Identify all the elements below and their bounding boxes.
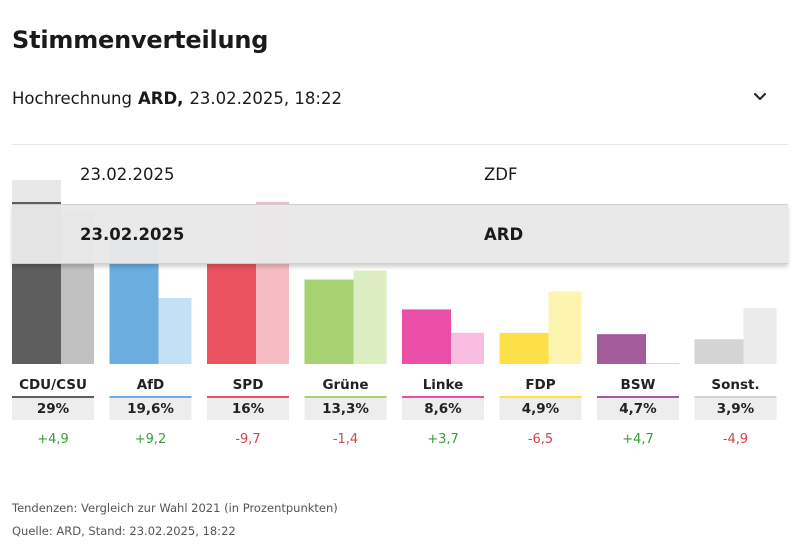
change-label: +9,2 — [135, 432, 167, 447]
vote-share-label: 19,6% — [127, 401, 174, 417]
forecast-selector[interactable]: Hochrechnung ARD, 23.02.2025, 18:22 — [12, 84, 780, 112]
party-label: Sonst. — [711, 377, 759, 393]
current-result-bar — [207, 262, 256, 364]
change-label: -1,4 — [333, 432, 358, 447]
current-result-bar — [402, 309, 451, 364]
current-result-bar — [597, 334, 646, 364]
vote-share-label: 4,7% — [619, 401, 657, 417]
dropdown-item-ard[interactable]: 23.02.2025 ARD — [12, 204, 788, 264]
selector-datetime: 23.02.2025, 18:22 — [189, 88, 342, 108]
value-box-accent — [304, 396, 387, 398]
selector-prefix: Hochrechnung — [12, 88, 132, 108]
value-box-accent — [597, 396, 679, 398]
dropdown-item-source: ZDF — [484, 164, 518, 184]
footer-source: Quelle: ARD, Stand: 23.02.2025, 18:22 — [12, 524, 236, 538]
value-box — [597, 396, 679, 420]
vote-share-label: 13,3% — [322, 401, 369, 417]
divider — [12, 144, 788, 145]
chevron-down-icon[interactable] — [750, 86, 770, 106]
value-box-accent — [109, 396, 192, 398]
party-label: SPD — [233, 377, 264, 393]
dropdown-item-zdf[interactable]: 23.02.2025 ZDF — [12, 146, 788, 202]
previous-result-bar — [158, 297, 192, 364]
vote-share-label: 4,9% — [522, 401, 560, 417]
vote-share-label: 8,6% — [424, 401, 462, 417]
party-label: FDP — [525, 377, 555, 393]
value-box-accent — [402, 396, 484, 398]
value-box — [12, 396, 94, 420]
party-label: Linke — [423, 377, 464, 393]
value-box — [694, 396, 777, 420]
vote-share-label: 16% — [232, 401, 265, 417]
selector-institute: ARD, — [137, 88, 184, 108]
value-box — [402, 396, 484, 420]
dropdown-item-source: ARD — [484, 224, 524, 244]
previous-result-bar — [451, 332, 484, 364]
value-box — [499, 396, 582, 420]
value-box — [109, 396, 192, 420]
value-box-accent — [12, 396, 94, 398]
change-label: +4,7 — [622, 432, 654, 447]
change-label: +3,7 — [427, 432, 459, 447]
party-label: BSW — [621, 377, 656, 393]
vote-share-label: 3,9% — [717, 401, 755, 417]
current-result-bar — [694, 339, 744, 364]
previous-result-bar — [548, 291, 582, 364]
change-label: -6,5 — [528, 432, 553, 447]
current-result-bar — [304, 279, 354, 364]
value-box — [207, 396, 289, 420]
previous-result-baseline — [646, 363, 679, 364]
current-result-bar — [499, 332, 549, 364]
dropdown-item-date: 23.02.2025 — [80, 164, 175, 184]
previous-result-bar — [353, 270, 387, 364]
footer-note: Tendenzen: Vergleich zur Wahl 2021 (in P… — [12, 501, 338, 515]
value-box-accent — [207, 396, 289, 398]
value-box-accent — [694, 396, 777, 398]
vote-share-label: 29% — [37, 401, 70, 417]
party-label: Grüne — [322, 377, 368, 393]
value-box — [304, 396, 387, 420]
party-label: AfD — [137, 377, 165, 393]
value-box-accent — [499, 396, 582, 398]
change-label: -9,7 — [235, 432, 260, 447]
party-label: CDU/CSU — [19, 377, 87, 393]
change-label: -4,9 — [723, 432, 748, 447]
change-label: +4,9 — [37, 432, 69, 447]
page-title: Stimmenverteilung — [12, 26, 269, 54]
dropdown-item-date: 23.02.2025 — [80, 224, 185, 244]
previous-result-bar — [743, 308, 777, 364]
